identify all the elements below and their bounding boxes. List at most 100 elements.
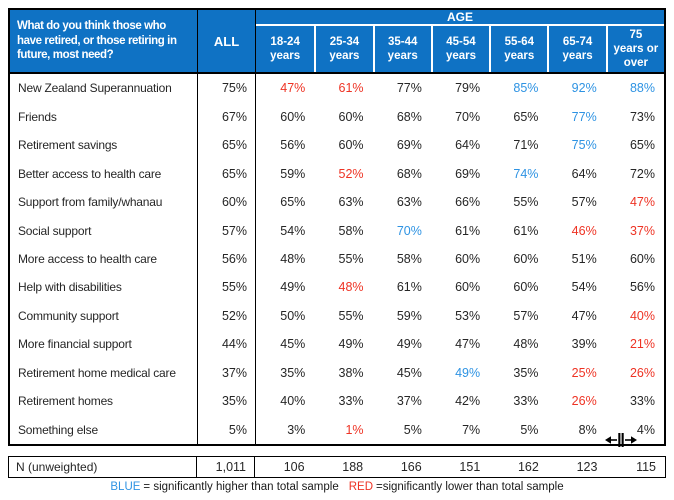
cell-value: 55% — [338, 308, 364, 323]
cell-value: 70% — [396, 223, 422, 238]
cell-all: 56% — [198, 244, 256, 274]
cell-value: 39% — [571, 337, 597, 352]
age-column-header: 45-54 years — [430, 26, 490, 72]
legend-blue-text: = significantly higher than total sample — [143, 481, 339, 493]
cell-all: 52% — [198, 301, 256, 331]
table-header: What do you think those who have retired… — [10, 10, 664, 74]
age-group-header: AGE — [256, 10, 664, 26]
cell-value: 49% — [455, 365, 481, 380]
row-label: Social support — [10, 216, 198, 245]
cell-value: 33% — [338, 394, 364, 409]
cell-value: 55% — [513, 195, 539, 210]
cell-value: 38% — [338, 365, 364, 380]
cell-value: 56% — [280, 138, 306, 153]
age-columns-row: 18-24 years 25-34 years 35-44 years 45-54 y… — [256, 26, 664, 72]
table-row: More access to health care 56% 48% 55% 58% 60… — [10, 244, 664, 274]
cell-value: 68% — [396, 166, 422, 181]
n-cell-value: 151 — [459, 460, 481, 474]
cell-value: 60% — [338, 138, 364, 153]
table-row: Retirement homes 35% 40% 33% 37% 42% 33% 26% 33% — [10, 387, 664, 416]
table-body: New Zealand Superannuation 75% 47% 61% 77% 79… — [10, 74, 664, 444]
cell-value: 63% — [396, 195, 422, 210]
cell-value: 49% — [396, 337, 422, 352]
cell-value: 54% — [571, 280, 597, 295]
legend-red-word: RED — [348, 481, 373, 493]
cell-value: 37% — [629, 223, 655, 238]
table-row: New Zealand Superannuation 75% 47% 61% 77% 79… — [10, 74, 664, 103]
cell-value: 58% — [338, 223, 364, 238]
cell-value: 54% — [280, 223, 306, 238]
cell-value: 69% — [455, 166, 481, 181]
cell-value: 65% — [280, 195, 306, 210]
cell-value: 77% — [396, 81, 422, 96]
age-column-header: 35-44 years — [372, 26, 431, 72]
cell-value: 77% — [571, 109, 597, 124]
cell-all: 67% — [198, 102, 256, 131]
cell-value: 61% — [455, 223, 481, 238]
row-label: Retirement homes — [10, 387, 198, 416]
n-row-label: N (unweighted) — [9, 457, 197, 477]
cell-value: 64% — [571, 166, 597, 181]
cell-value: 61% — [338, 81, 364, 96]
row-label: Help with disabilities — [10, 273, 198, 302]
cell-value: 25% — [571, 365, 597, 380]
cell-all: 65% — [198, 130, 256, 160]
cell-value: 72% — [629, 166, 655, 181]
n-cell-value: 162 — [517, 460, 539, 474]
cell-value: 48% — [338, 280, 364, 295]
row-label: Support from family/whanau — [10, 187, 198, 217]
table-row: Retirement home medical care 37% 35% 38% 45%… — [10, 358, 664, 388]
cell-value: 73% — [629, 109, 655, 124]
cell-value: 4% — [636, 422, 655, 437]
cell-value: 88% — [629, 81, 655, 96]
cell-value: 52% — [338, 166, 364, 181]
cell-value: 61% — [513, 223, 539, 238]
legend-red-text: =significantly lower than total sample — [376, 481, 564, 493]
table-row: Retirement savings 65% 56% 60% 69% 64% 71% 75% 6… — [10, 130, 664, 160]
table-row: Friends 67% 60% 60% 68% 70% 65% 77% 73% — [10, 102, 664, 131]
cell-value: 58% — [396, 251, 422, 266]
cell-value: 64% — [455, 138, 481, 153]
cell-value: 92% — [571, 81, 597, 96]
legend: BLUE = significantly higher than total sa… — [0, 481, 674, 493]
question-header: What do you think those who have retired… — [10, 10, 198, 72]
n-cell-value: 166 — [400, 460, 422, 474]
table-row: Support from family/whanau 60% 65% 63% 63% 66… — [10, 187, 664, 217]
cell-all: 57% — [198, 216, 256, 245]
row-label: Retirement savings — [10, 130, 198, 160]
cell-all: 75% — [198, 74, 256, 103]
cell-value: 59% — [396, 308, 422, 323]
cell-value: 74% — [513, 166, 539, 181]
n-cell-value: 115 — [636, 460, 656, 474]
cell-value: 60% — [629, 251, 655, 266]
cell-value: 79% — [455, 81, 481, 96]
row-label: Something else — [10, 415, 198, 444]
cell-all: 5% — [198, 415, 256, 444]
legend-blue-word: BLUE — [110, 481, 141, 493]
cell-value: 69% — [396, 138, 422, 153]
n-cell-value: 106 — [283, 460, 305, 474]
cell-all: 55% — [198, 273, 256, 302]
cell-value: 5% — [403, 422, 422, 437]
cell-value: 45% — [396, 365, 422, 380]
cell-value: 60% — [280, 109, 306, 124]
cell-value: 42% — [455, 394, 481, 409]
age-column-header: 75 years or over — [605, 26, 664, 72]
cell-value: 85% — [513, 81, 539, 96]
table-row: Better access to health care 65% 59% 52% 68%… — [10, 159, 664, 188]
cell-value: 26% — [629, 365, 655, 380]
cell-value: 50% — [280, 308, 306, 323]
cell-value: 35% — [513, 365, 539, 380]
age-column-header: 65-74 years — [547, 26, 606, 72]
cell-value: 53% — [455, 308, 481, 323]
cell-value: 40% — [280, 394, 306, 409]
row-label: More access to health care — [10, 244, 198, 274]
n-row: N (unweighted) 1,011 106 188 166 151 162 123 1… — [8, 456, 666, 478]
n-cell-value: 123 — [576, 460, 598, 474]
cell-value: 65% — [513, 109, 539, 124]
age-column-header: 55-64 years — [489, 26, 548, 72]
cell-value: 40% — [629, 308, 655, 323]
cell-value: 8% — [578, 422, 597, 437]
cell-value: 65% — [629, 138, 655, 153]
